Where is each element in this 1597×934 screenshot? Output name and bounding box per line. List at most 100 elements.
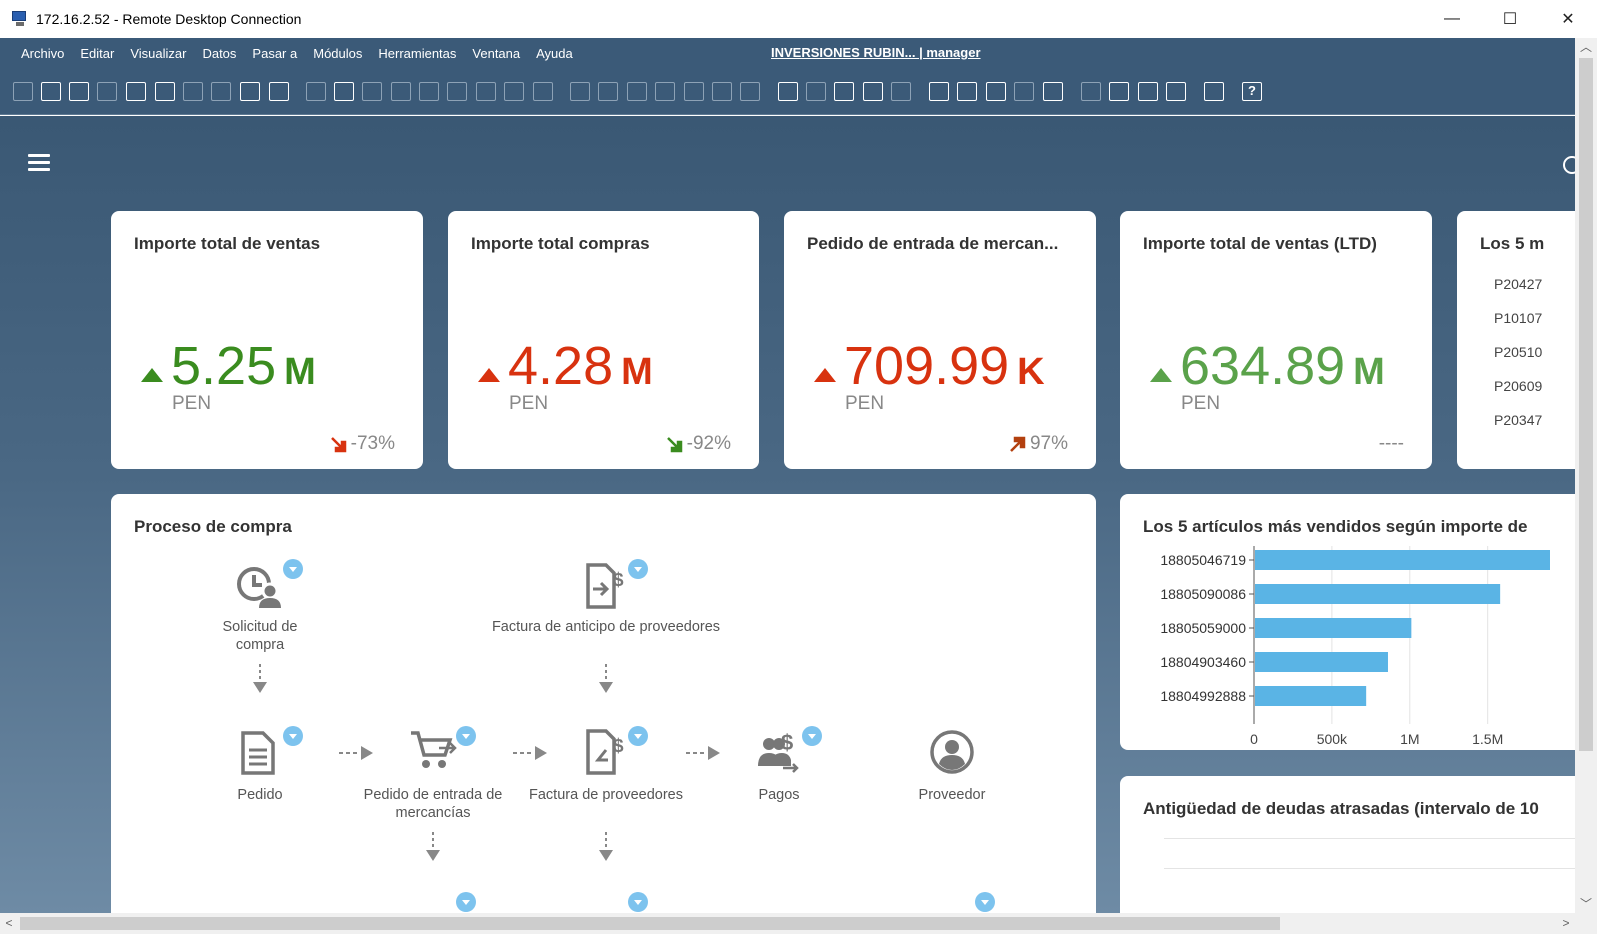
- widgets-icon[interactable]: [1109, 82, 1129, 101]
- lock-icon[interactable]: [1081, 82, 1101, 101]
- form-settings-icon[interactable]: [834, 82, 854, 101]
- menu-editar[interactable]: Editar: [80, 45, 115, 61]
- base-document-icon[interactable]: [570, 82, 590, 101]
- add-icon[interactable]: [334, 82, 354, 101]
- settings-icon[interactable]: [806, 82, 826, 101]
- user-icon[interactable]: [1043, 82, 1063, 101]
- menu-modulos[interactable]: Módulos: [313, 45, 363, 61]
- kpi-card-ventas[interactable]: Importe total de ventas 5.25 M PEN -73%: [111, 211, 423, 469]
- dropdown-badge-icon[interactable]: [456, 892, 476, 912]
- search-icon[interactable]: [1563, 156, 1575, 174]
- dropdown-badge-icon[interactable]: [283, 559, 303, 579]
- print-preview-icon[interactable]: [69, 82, 89, 101]
- menu-ventana[interactable]: Ventana: [472, 45, 521, 61]
- kpi-value-group: 5.25 M: [141, 339, 316, 394]
- x-tick-label: 1.5M: [1472, 731, 1503, 747]
- dropdown-badge-icon[interactable]: [628, 726, 648, 746]
- scroll-down-icon[interactable]: ﹀: [1579, 897, 1592, 911]
- chart-bar: [1255, 550, 1550, 570]
- scroll-thumb[interactable]: [20, 917, 1280, 930]
- horizontal-scrollbar[interactable]: < >: [0, 913, 1575, 934]
- dropdown-badge-icon[interactable]: [802, 726, 822, 746]
- message-icon[interactable]: [863, 82, 883, 101]
- purchase-order-icon[interactable]: [239, 730, 279, 776]
- trend-up-icon: [814, 368, 836, 382]
- maximize-button[interactable]: ☐: [1481, 0, 1539, 38]
- excel-icon[interactable]: [155, 82, 175, 101]
- close-button[interactable]: ✕: [1539, 0, 1597, 38]
- pdf-icon[interactable]: [211, 82, 231, 101]
- messages-icon[interactable]: [957, 82, 977, 101]
- node-label-entrada: Pedido de entrada de mercancías: [363, 787, 503, 821]
- menu-visualizar[interactable]: Visualizar: [130, 45, 187, 61]
- edit-icon[interactable]: [778, 82, 798, 101]
- sms-icon[interactable]: [126, 82, 146, 101]
- payments-icon[interactable]: $: [757, 730, 803, 774]
- vendor-invoice-icon[interactable]: $: [584, 728, 628, 776]
- scroll-right-icon[interactable]: >: [1562, 916, 1570, 930]
- top5-list-card[interactable]: Los 5 m P20427 P10107 P20510 P20609 P203…: [1457, 211, 1575, 469]
- target-document-icon[interactable]: [598, 82, 618, 101]
- next-record-icon[interactable]: [419, 82, 439, 101]
- scroll-up-icon[interactable]: ︿: [1579, 40, 1592, 54]
- document-links-icon[interactable]: [627, 82, 647, 101]
- scroll-thumb[interactable]: [1579, 58, 1593, 751]
- sort-icon[interactable]: [533, 82, 553, 101]
- dropdown-badge-icon[interactable]: [628, 892, 648, 912]
- dropdown-badge-icon[interactable]: [628, 559, 648, 579]
- chart-gridline: [1164, 868, 1575, 869]
- previous-record-icon[interactable]: [391, 82, 411, 101]
- filter-icon[interactable]: [504, 82, 524, 101]
- find-icon[interactable]: [306, 82, 326, 101]
- purchase-request-icon[interactable]: [236, 564, 282, 610]
- scroll-left-icon[interactable]: <: [5, 916, 13, 930]
- launch-icon[interactable]: [1138, 82, 1158, 101]
- dropdown-badge-icon[interactable]: [975, 892, 995, 912]
- queries-icon[interactable]: [1166, 82, 1186, 101]
- menu-archivo[interactable]: Archivo: [21, 45, 65, 61]
- web-icon[interactable]: [1204, 82, 1224, 101]
- layout-icon[interactable]: [269, 82, 289, 101]
- refresh-icon[interactable]: [476, 82, 496, 101]
- journal-icon[interactable]: [684, 82, 704, 101]
- menu-pasar-a[interactable]: Pasar a: [252, 45, 298, 61]
- gross-profit-icon[interactable]: [712, 82, 732, 101]
- print-icon[interactable]: [41, 82, 61, 101]
- cart-icon[interactable]: [409, 728, 457, 772]
- last-record-icon[interactable]: [447, 82, 467, 101]
- minimize-button[interactable]: —: [1423, 0, 1481, 38]
- kpi-value: 634.89: [1180, 336, 1346, 396]
- menu-datos[interactable]: Datos: [202, 45, 237, 61]
- preview-icon[interactable]: [13, 82, 33, 101]
- word-icon[interactable]: [183, 82, 203, 101]
- help-icon[interactable]: ?: [1242, 82, 1262, 101]
- menu-herramientas[interactable]: Herramientas: [378, 45, 457, 61]
- vendor-icon[interactable]: [929, 729, 975, 775]
- dropdown-badge-icon[interactable]: [456, 726, 476, 746]
- kpi-delta: -73%: [329, 433, 395, 455]
- menu-icon[interactable]: [28, 154, 50, 172]
- menu-ayuda[interactable]: Ayuda: [536, 45, 573, 61]
- kpi-card-ventas-ltd[interactable]: Importe total de ventas (LTD) 634.89 M P…: [1120, 211, 1432, 469]
- kpi-card-entrada-mercancias[interactable]: Pedido de entrada de mercan... 709.99 K …: [784, 211, 1096, 469]
- kpi-delta: -92%: [665, 433, 731, 455]
- session-label[interactable]: INVERSIONES RUBIN... | manager: [771, 45, 981, 60]
- activity-icon[interactable]: [929, 82, 949, 101]
- flow-arrow-down-icon: [426, 832, 440, 868]
- org-chart-icon[interactable]: [1014, 82, 1034, 101]
- node-label-solicitud: Solicitud de compra: [222, 619, 298, 653]
- cash-flow-icon[interactable]: [740, 82, 760, 101]
- kpi-title: Pedido de entrada de mercan...: [807, 234, 1059, 253]
- calculator-icon[interactable]: [986, 82, 1006, 101]
- kpi-value: 5.25: [171, 336, 277, 396]
- alert-icon[interactable]: [891, 82, 911, 101]
- move-icon[interactable]: [240, 82, 260, 101]
- payment-icon[interactable]: [655, 82, 675, 101]
- vertical-scrollbar[interactable]: ︿ ﹀: [1575, 38, 1597, 913]
- kpi-card-compras[interactable]: Importe total compras 4.28 M PEN -92%: [448, 211, 759, 469]
- list-item: P20510: [1494, 344, 1543, 360]
- email-icon[interactable]: [97, 82, 117, 101]
- dropdown-badge-icon[interactable]: [283, 726, 303, 746]
- down-payment-invoice-icon[interactable]: $: [584, 562, 628, 610]
- first-record-icon[interactable]: [362, 82, 382, 101]
